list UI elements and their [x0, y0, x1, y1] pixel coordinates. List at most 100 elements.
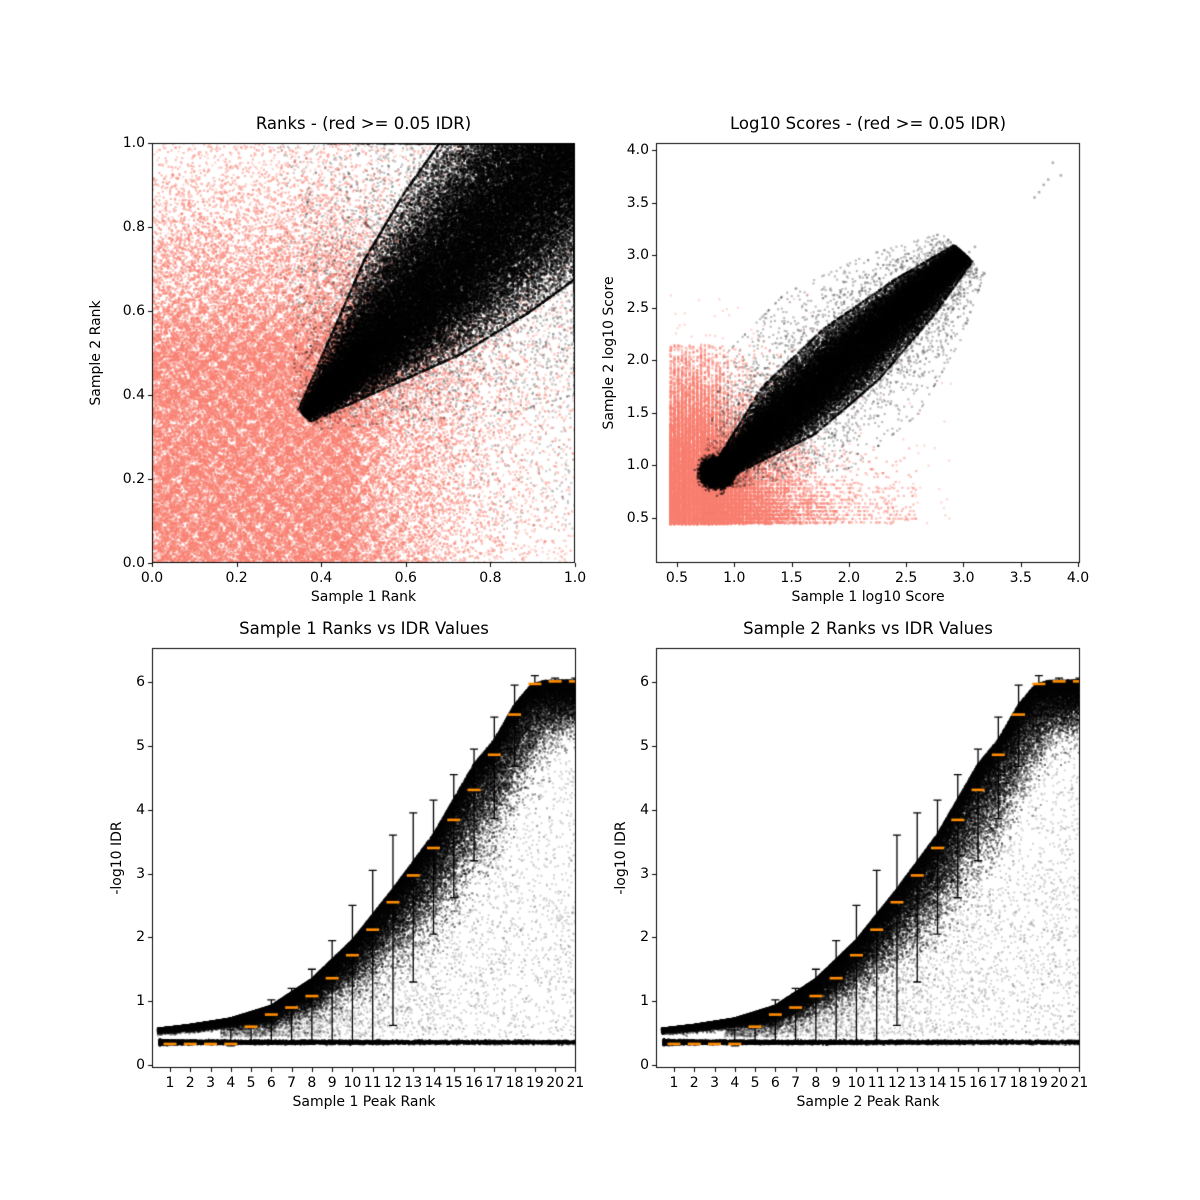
- y-tick-label: 0: [640, 1057, 649, 1073]
- y-tick-label: 0.4: [122, 387, 145, 403]
- x-tick-label: 19: [1029, 1075, 1048, 1091]
- x-tick-label: 3.5: [1009, 570, 1032, 586]
- x-tick-label: 16: [465, 1075, 483, 1091]
- y-tick-label: 3.5: [626, 194, 649, 211]
- x-tick-label: 1.0: [563, 570, 587, 586]
- x-tick-label: 6: [266, 1075, 276, 1091]
- x-tick-label: 3.0: [952, 570, 975, 586]
- log10-scores-scatter-canvas: [646, 133, 1090, 573]
- x-tick-label: 5: [246, 1075, 256, 1091]
- x-tick-label: 0.4: [310, 570, 333, 586]
- x-tick-label: 11: [363, 1075, 382, 1091]
- y-tick-label: 0.8: [122, 219, 145, 235]
- x-tick-label: 2.5: [895, 570, 918, 586]
- x-tick-label: 10: [343, 1075, 362, 1091]
- y-tick-label: 0.6: [122, 303, 145, 319]
- y-tick-label: 4: [136, 801, 145, 818]
- sample1-rank-idr-canvas: [142, 638, 586, 1078]
- x-tick-label: 12: [888, 1075, 906, 1091]
- x-tick-label: 8: [811, 1075, 821, 1091]
- y-tick-label: 1: [136, 993, 145, 1010]
- x-tick-label: 18: [1009, 1075, 1028, 1091]
- y-tick-label: 4.0: [626, 142, 649, 159]
- x-tick-label: 19: [525, 1075, 544, 1091]
- y-tick-label: 1.0: [122, 135, 145, 151]
- x-tick-label: 7: [287, 1075, 297, 1091]
- panel-title: Ranks - (red >= 0.05 IDR): [255, 114, 472, 133]
- y-tick-label: 0: [136, 1057, 145, 1073]
- x-tick-label: 2: [185, 1075, 195, 1091]
- x-tick-label: 21: [1070, 1075, 1089, 1091]
- y-tick-label: 5: [136, 737, 145, 754]
- y-tick-label: 1.5: [626, 404, 649, 421]
- x-tick-label: 4.0: [1066, 570, 1090, 586]
- x-tick-label: 21: [566, 1075, 585, 1091]
- x-tick-label: 3: [206, 1075, 215, 1091]
- x-tick-label: 1: [669, 1075, 679, 1091]
- x-tick-label: 1.0: [723, 570, 746, 586]
- x-tick-label: 1: [165, 1075, 175, 1091]
- x-tick-label: 17: [485, 1075, 504, 1091]
- x-tick-label: 0.6: [394, 570, 417, 586]
- x-tick-label: 2.0: [837, 570, 860, 586]
- x-tick-label: 4: [730, 1075, 740, 1091]
- y-tick-label: 2: [640, 929, 649, 946]
- panel-title: Sample 1 Ranks vs IDR Values: [239, 619, 489, 638]
- x-tick-label: 14: [928, 1075, 947, 1091]
- y-axis-label: Sample 2 log10 Score: [601, 276, 617, 430]
- x-tick-label: 14: [424, 1075, 443, 1091]
- x-tick-label: 9: [327, 1075, 337, 1091]
- y-tick-label: 3: [136, 865, 145, 882]
- x-tick-label: 1.5: [780, 570, 803, 586]
- x-tick-label: 18: [505, 1075, 524, 1091]
- x-tick-label: 0.2: [225, 570, 248, 586]
- x-tick-label: 16: [969, 1075, 987, 1091]
- x-tick-label: 2: [689, 1075, 699, 1091]
- x-tick-label: 0.0: [140, 570, 164, 586]
- y-axis-label: -log10 IDR: [613, 821, 629, 895]
- y-axis-label: Sample 2 Rank: [88, 300, 104, 406]
- ranks-scatter-canvas: [142, 133, 585, 573]
- x-tick-label: 20: [1050, 1075, 1069, 1091]
- x-tick-label: 15: [948, 1075, 967, 1091]
- x-tick-label: 0.8: [479, 570, 502, 586]
- y-tick-label: 4: [640, 801, 649, 818]
- y-axis-label: -log10 IDR: [109, 821, 125, 895]
- y-tick-label: 0.0: [122, 555, 145, 571]
- x-axis-label: Sample 1 Rank: [310, 589, 417, 605]
- y-tick-label: 6: [640, 674, 649, 691]
- y-tick-label: 0.5: [626, 510, 649, 526]
- x-tick-label: 10: [847, 1075, 866, 1091]
- y-tick-label: 1.0: [626, 457, 649, 474]
- panel-title: Sample 2 Ranks vs IDR Values: [743, 619, 993, 638]
- x-tick-label: 5: [750, 1075, 760, 1091]
- x-axis-label: Sample 1 Peak Rank: [292, 1094, 436, 1110]
- x-tick-label: 9: [831, 1075, 841, 1091]
- y-tick-label: 3: [640, 865, 649, 882]
- x-tick-label: 4: [226, 1075, 236, 1091]
- x-axis-label: Sample 2 Peak Rank: [796, 1094, 940, 1110]
- x-tick-label: 13: [908, 1075, 927, 1091]
- x-tick-label: 12: [384, 1075, 402, 1091]
- x-tick-label: 8: [307, 1075, 317, 1091]
- x-tick-label: 6: [770, 1075, 780, 1091]
- y-tick-label: 6: [136, 674, 145, 691]
- y-tick-label: 2.5: [626, 299, 649, 316]
- x-tick-label: 17: [989, 1075, 1008, 1091]
- y-tick-label: 2.0: [626, 352, 649, 369]
- x-tick-label: 0.5: [665, 570, 689, 586]
- x-tick-label: 13: [404, 1075, 423, 1091]
- x-tick-label: 7: [791, 1075, 801, 1091]
- y-tick-label: 1: [640, 993, 649, 1010]
- x-tick-label: 11: [867, 1075, 886, 1091]
- x-tick-label: 20: [546, 1075, 565, 1091]
- y-tick-label: 2: [136, 929, 145, 946]
- y-tick-label: 0.2: [122, 471, 145, 487]
- sample2-rank-idr-canvas: [646, 638, 1090, 1078]
- x-axis-label: Sample 1 log10 Score: [791, 589, 945, 605]
